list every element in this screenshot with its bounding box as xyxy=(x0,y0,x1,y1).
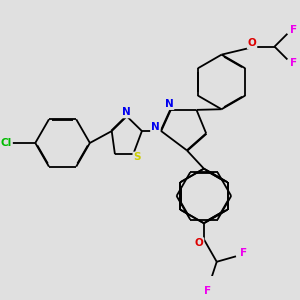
Text: N: N xyxy=(122,107,131,117)
Text: Cl: Cl xyxy=(1,138,12,148)
Text: S: S xyxy=(133,152,141,162)
Text: O: O xyxy=(248,38,256,48)
Text: F: F xyxy=(290,25,297,35)
Text: N: N xyxy=(165,99,174,109)
Text: F: F xyxy=(241,248,248,258)
Text: O: O xyxy=(195,238,203,248)
Text: F: F xyxy=(204,286,211,296)
Text: N: N xyxy=(151,122,160,132)
Text: F: F xyxy=(290,58,297,68)
